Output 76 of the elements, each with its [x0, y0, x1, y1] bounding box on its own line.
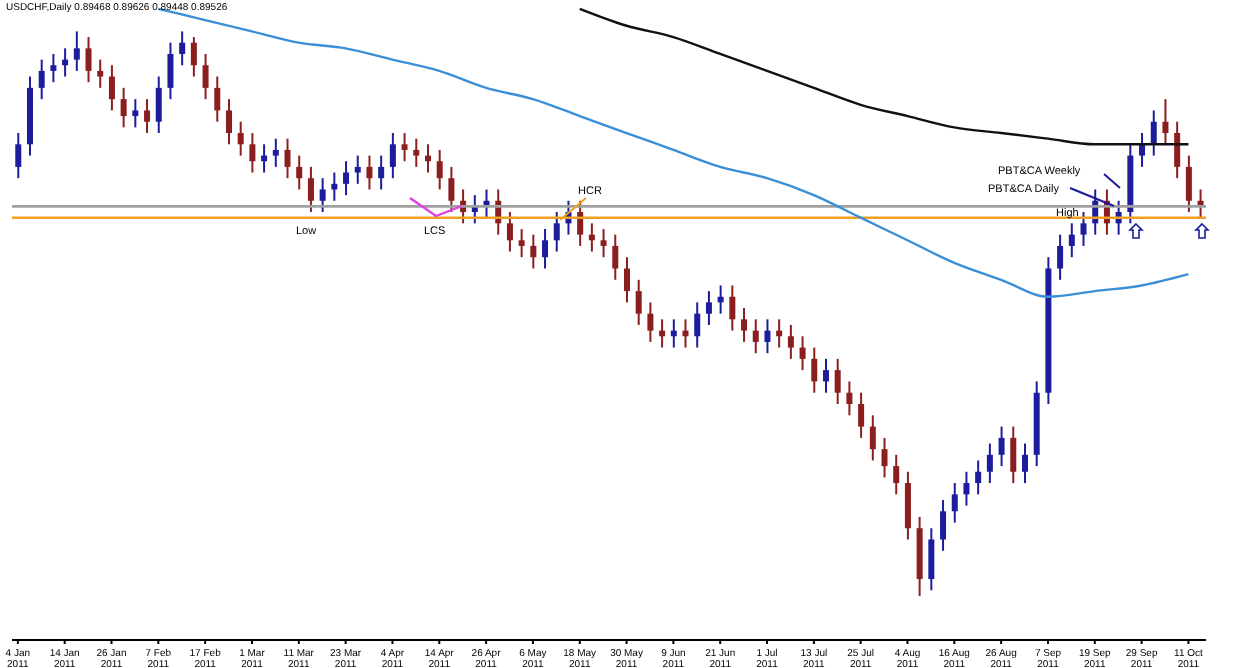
candlestick: [729, 284, 736, 332]
candlestick: [436, 148, 443, 191]
candlestick: [518, 227, 525, 259]
candlestick: [506, 211, 513, 253]
candlestick: [1021, 442, 1028, 485]
candlestick: [834, 357, 841, 406]
candlestick: [951, 482, 958, 524]
candlestick: [1010, 425, 1017, 485]
candlestick: [167, 41, 174, 101]
candlestick: [846, 380, 853, 417]
candlestick: [612, 233, 619, 281]
candlestick: [940, 498, 947, 552]
candlestick: [225, 98, 232, 146]
candlestick: [120, 86, 127, 129]
candlestick: [1174, 120, 1181, 180]
candlestick: [296, 154, 303, 191]
candlestick: [401, 132, 408, 163]
candlestick: [881, 436, 888, 479]
candlestick: [600, 227, 607, 259]
candlestick: [132, 98, 139, 129]
candlestick: [144, 98, 151, 135]
candlestick: [705, 290, 712, 326]
candlestick: [15, 132, 22, 180]
candlestick: [530, 233, 537, 270]
candlestick: [811, 346, 818, 394]
candlestick: [893, 453, 900, 496]
candlestick: [904, 470, 911, 541]
candlestick: [389, 132, 396, 180]
candlestick: [1185, 154, 1192, 214]
candlestick: [190, 36, 197, 78]
candlestick: [378, 154, 385, 191]
candlestick: [822, 357, 829, 394]
candlestick: [354, 154, 361, 185]
candlestick: [97, 58, 104, 89]
candlestick: [553, 211, 560, 253]
candlestick: [343, 160, 350, 197]
candlestick: [542, 227, 549, 270]
candlestick: [179, 30, 186, 67]
candlestick: [366, 154, 373, 191]
candlestick: [963, 470, 970, 507]
candlestick: [85, 36, 92, 84]
candlestick: [38, 58, 45, 101]
candlestick: [319, 177, 326, 214]
candlestick: [869, 414, 876, 462]
candlestick: [249, 132, 256, 174]
candlestick: [1162, 98, 1169, 146]
candlestick: [73, 30, 80, 72]
candlestick: [272, 137, 279, 168]
candlestick: [1068, 222, 1075, 259]
candlestick: [975, 459, 982, 496]
candlestick: [155, 75, 162, 135]
candlestick: [647, 301, 654, 343]
candlestick: [623, 256, 630, 304]
candlestick: [1080, 211, 1087, 247]
candlestick: [764, 318, 771, 355]
candlestick: [202, 52, 209, 101]
candlestick: [413, 137, 420, 168]
candlestick: [214, 75, 221, 123]
candlestick: [1057, 233, 1064, 281]
candlestick: [694, 301, 701, 349]
candlestick: [237, 120, 244, 157]
candlestick: [284, 137, 291, 180]
candlestick: [448, 165, 455, 214]
candlestick: [50, 52, 57, 84]
candlestick: [787, 323, 794, 360]
candlestick: [928, 527, 935, 592]
candlestick: [108, 64, 115, 112]
candlestick: [741, 307, 748, 343]
candlestick: [986, 442, 993, 485]
candlestick: [998, 425, 1005, 468]
candlestick: [635, 278, 642, 326]
candlestick: [752, 318, 759, 355]
candlestick: [307, 165, 314, 214]
candlestick: [799, 335, 806, 372]
candlestick: [858, 391, 865, 439]
candlestick: [1150, 109, 1157, 157]
